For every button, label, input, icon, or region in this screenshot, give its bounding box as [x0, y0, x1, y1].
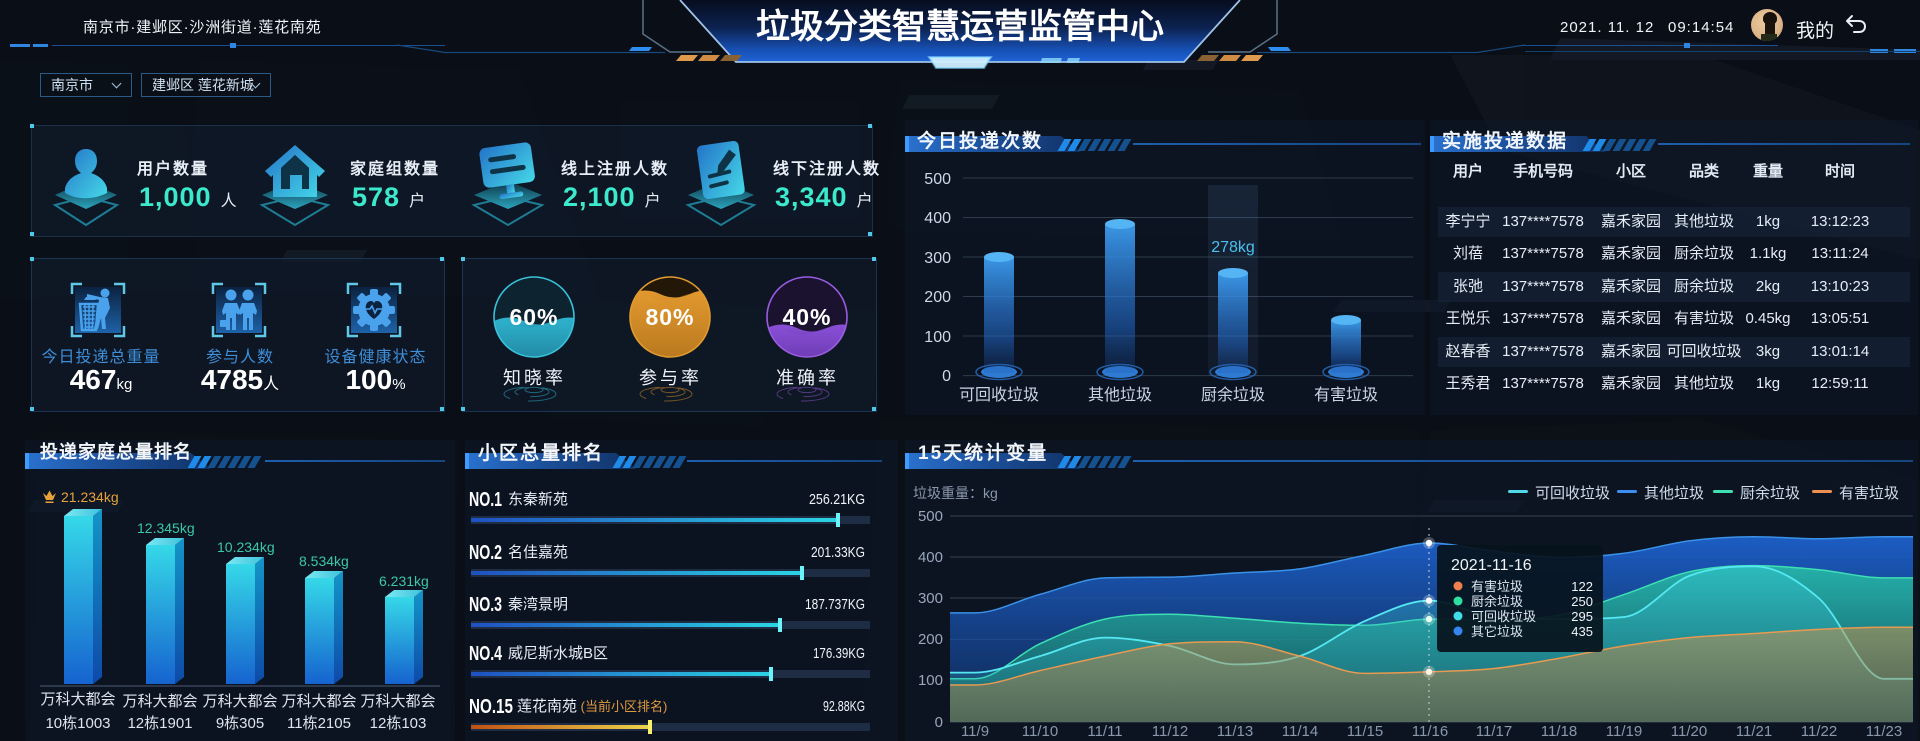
svg-text:500: 500	[924, 171, 951, 188]
svg-text:厨余垃圾: 厨余垃圾	[1471, 594, 1523, 609]
svg-text:其它垃圾: 其它垃圾	[1471, 624, 1523, 639]
svg-text:300: 300	[924, 250, 951, 267]
svg-text:NO.2: NO.2	[469, 542, 502, 564]
svg-text:其他垃圾: 其他垃圾	[1644, 485, 1704, 502]
svg-text:11/20: 11/20	[1671, 723, 1707, 740]
svg-text:8.534kg: 8.534kg	[299, 553, 349, 569]
svg-text:可回收垃圾: 可回收垃圾	[1471, 609, 1536, 624]
svg-text:11/12: 11/12	[1152, 723, 1188, 740]
svg-text:11/14: 11/14	[1282, 723, 1318, 740]
svg-text:11/18: 11/18	[1541, 723, 1577, 740]
svg-text:有害垃圾: 有害垃圾	[1471, 579, 1523, 594]
svg-text:2021-11-16: 2021-11-16	[1451, 557, 1532, 574]
svg-text:11/16: 11/16	[1412, 723, 1448, 740]
svg-text:有害垃圾: 有害垃圾	[1839, 485, 1899, 502]
svg-text:可回收垃圾: 可回收垃圾	[1535, 485, 1610, 502]
svg-text:200: 200	[924, 289, 951, 306]
svg-text:万科大都会: 万科大都会	[122, 693, 197, 710]
svg-text:11/21: 11/21	[1736, 723, 1772, 740]
svg-text:东秦新苑: 东秦新苑	[508, 491, 568, 508]
svg-text:256.21KG: 256.21KG	[809, 491, 865, 508]
svg-text:可回收垃圾: 可回收垃圾	[959, 386, 1039, 404]
svg-text:100: 100	[918, 672, 943, 689]
svg-text:400: 400	[924, 210, 951, 227]
svg-text:435: 435	[1571, 624, 1593, 639]
svg-text:威尼斯水城B区: 威尼斯水城B区	[508, 645, 608, 662]
svg-text:12栋1901: 12栋1901	[127, 714, 192, 732]
svg-text:0: 0	[935, 714, 943, 731]
svg-text:40%: 40%	[782, 304, 831, 330]
svg-text:100: 100	[924, 329, 951, 346]
svg-text:295: 295	[1571, 609, 1593, 624]
svg-text:厨余垃圾: 厨余垃圾	[1740, 484, 1800, 502]
svg-text:10.234kg: 10.234kg	[217, 539, 275, 555]
svg-text:10栋1003: 10栋1003	[45, 714, 110, 732]
svg-text:11/13: 11/13	[1217, 723, 1253, 740]
svg-text:9栋305: 9栋305	[216, 714, 264, 732]
svg-text:0: 0	[942, 368, 951, 385]
svg-text:176.39KG: 176.39KG	[813, 645, 865, 662]
svg-text:秦湾景明: 秦湾景明	[508, 596, 568, 613]
svg-text:厨余垃圾: 厨余垃圾	[1201, 385, 1265, 404]
svg-text:有害垃圾: 有害垃圾	[1314, 386, 1378, 404]
svg-text:60%: 60%	[509, 304, 558, 330]
svg-text:万科大都会: 万科大都会	[40, 691, 115, 708]
svg-text:NO.3: NO.3	[469, 594, 502, 616]
svg-text:250: 250	[1571, 594, 1593, 609]
svg-text:201.33KG: 201.33KG	[811, 544, 865, 561]
svg-text:187.737KG: 187.737KG	[805, 596, 865, 613]
svg-text:12栋103: 12栋103	[370, 714, 427, 732]
svg-text:11/22: 11/22	[1801, 723, 1837, 740]
svg-text:11/10: 11/10	[1022, 723, 1058, 740]
svg-text:万科大都会: 万科大都会	[281, 693, 356, 710]
svg-text:11/17: 11/17	[1476, 723, 1512, 740]
svg-text:11栋2105: 11栋2105	[287, 714, 351, 732]
svg-text:NO.1: NO.1	[469, 489, 502, 511]
svg-text:NO.15: NO.15	[469, 696, 513, 718]
svg-text:6.231kg: 6.231kg	[379, 573, 429, 589]
svg-text:11/11: 11/11	[1087, 723, 1122, 740]
svg-text:11/15: 11/15	[1347, 723, 1383, 740]
svg-text:万科大都会: 万科大都会	[202, 693, 277, 710]
svg-text:400: 400	[918, 549, 943, 566]
svg-text:200: 200	[918, 631, 943, 648]
svg-text:垃圾重量：kg: 垃圾重量：kg	[913, 485, 998, 501]
svg-text:300: 300	[918, 590, 943, 607]
svg-text:278kg: 278kg	[1211, 239, 1255, 256]
svg-text:其他垃圾: 其他垃圾	[1088, 386, 1152, 404]
svg-text:122: 122	[1571, 579, 1593, 594]
svg-text:80%: 80%	[645, 304, 694, 330]
svg-text:11/9: 11/9	[961, 723, 989, 740]
svg-text:500: 500	[918, 508, 943, 525]
svg-text:万科大都会: 万科大都会	[360, 693, 435, 710]
svg-text:莲花南苑 (当前小区排名): 莲花南苑 (当前小区排名)	[517, 698, 667, 715]
svg-text:NO.4: NO.4	[469, 643, 503, 665]
svg-text:11/19: 11/19	[1606, 723, 1642, 740]
svg-text:名佳嘉苑: 名佳嘉苑	[508, 544, 568, 561]
svg-text:92.88KG: 92.88KG	[823, 698, 865, 715]
svg-text:12.345kg: 12.345kg	[137, 520, 195, 536]
svg-text:21.234kg: 21.234kg	[61, 489, 119, 505]
svg-text:11/23: 11/23	[1866, 723, 1902, 740]
